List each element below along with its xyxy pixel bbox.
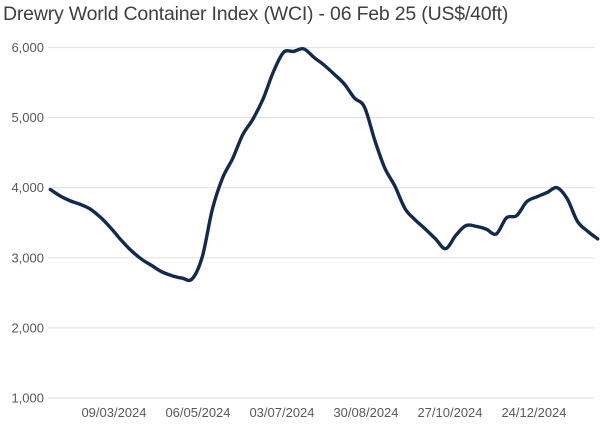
x-axis-label: 30/08/2024 (333, 405, 398, 420)
x-axis-label: 27/10/2024 (417, 405, 482, 420)
y-axis-label: 5,000 (11, 110, 44, 125)
y-axis-label: 3,000 (11, 250, 44, 265)
x-axis-label: 03/07/2024 (249, 405, 314, 420)
y-axis-label: 2,000 (11, 320, 44, 335)
chart-title: Drewry World Container Index (WCI) - 06 … (3, 3, 509, 25)
x-axis-label: 06/05/2024 (165, 405, 230, 420)
y-axis-label: 6,000 (11, 40, 44, 55)
y-axis-label: 4,000 (11, 180, 44, 195)
x-axis-label: 09/03/2024 (81, 405, 146, 420)
x-axis-label: 24/12/2024 (501, 405, 566, 420)
wci-series-line (48, 46, 600, 283)
y-axis-label: 1,000 (11, 391, 44, 406)
